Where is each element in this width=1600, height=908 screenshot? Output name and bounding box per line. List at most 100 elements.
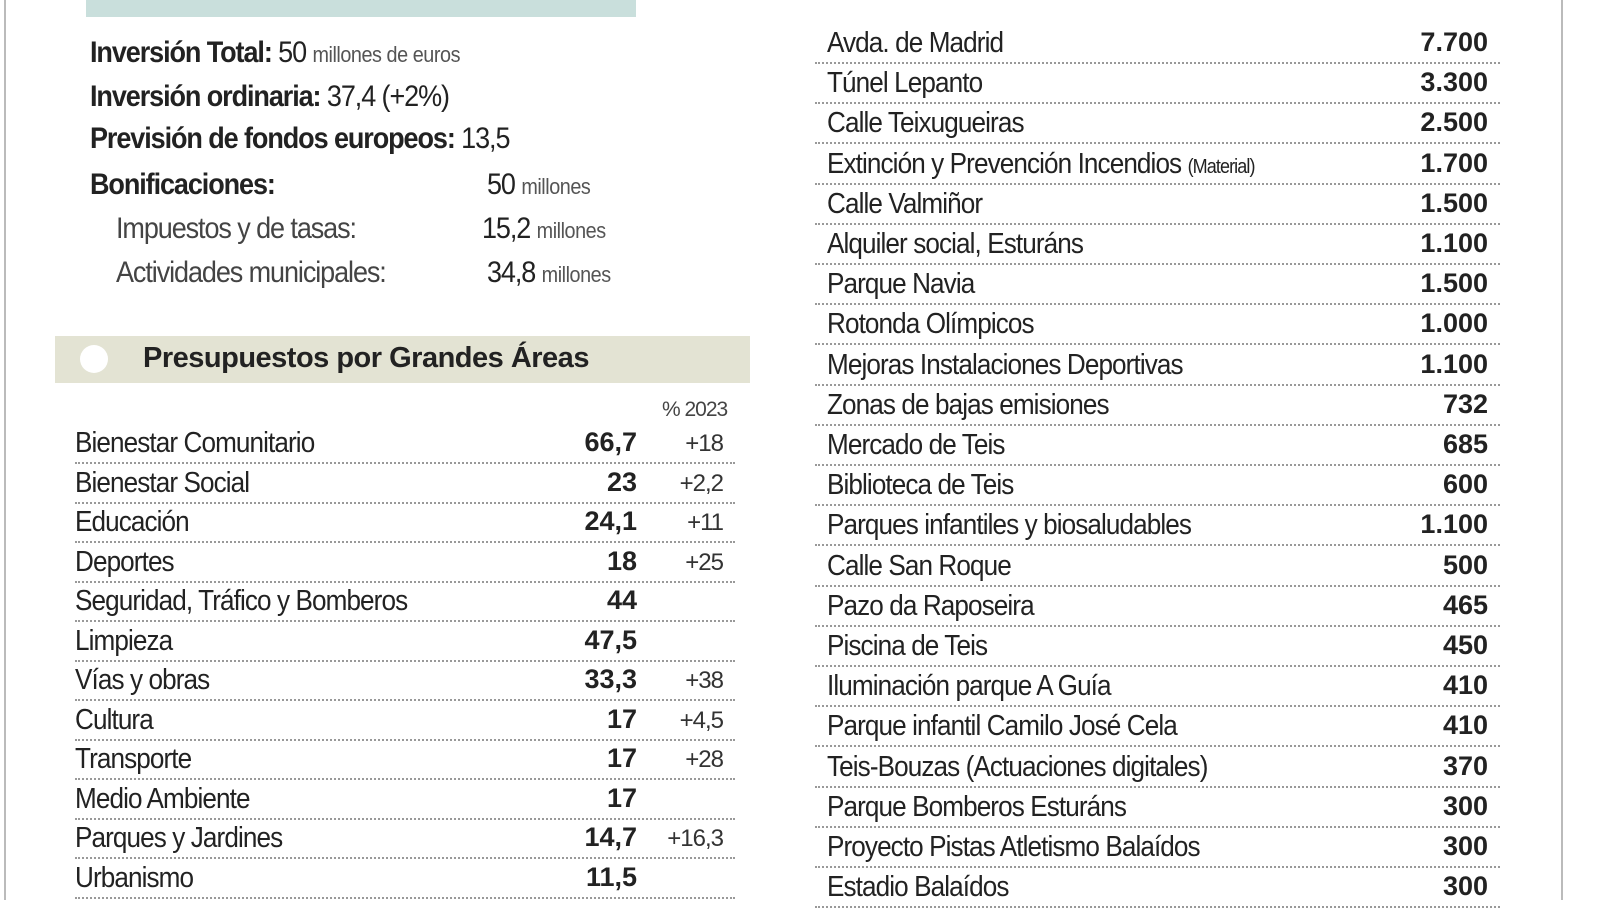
- project-row: Mercado de Teis 685: [815, 424, 1500, 466]
- project-value: 1.100: [1420, 348, 1488, 379]
- area-name: Cultura: [75, 703, 154, 736]
- pct-column-header: % 2023: [662, 398, 728, 421]
- project-value: 450: [1442, 630, 1488, 660]
- area-name: Deportes: [75, 545, 175, 578]
- project-row: Biblioteca de Teis 600: [815, 464, 1500, 507]
- frame-border-right: [1561, 0, 1563, 900]
- project-row: Extinción y Prevención Incendios (Materi…: [815, 143, 1500, 185]
- project-row: Piscina de Teis 450: [815, 625, 1500, 667]
- area-pct-change: +2,2: [679, 469, 724, 497]
- total-investment: Inversión Total: 50 millones de euros: [90, 36, 461, 69]
- area-value: 24,1: [584, 506, 637, 536]
- project-name: Biblioteca de Teis: [827, 469, 1014, 502]
- area-pct-change: +25: [685, 548, 724, 576]
- area-row: Parques y Jardines 14,7 +16,3: [75, 817, 735, 859]
- project-name: Teis-Bouzas (Actuaciones digitales): [827, 751, 1208, 784]
- project-name: Avda. de Madrid: [827, 27, 1004, 60]
- project-value: 1.100: [1420, 509, 1488, 540]
- project-name: Parque Bomberos Esturáns: [827, 791, 1127, 824]
- project-name-text: Mercado de Teis: [827, 429, 1005, 461]
- project-row: Parque Navia 1.500: [815, 263, 1500, 306]
- area-name: Medio Ambiente: [75, 782, 250, 815]
- project-name: Piscina de Teis: [827, 630, 988, 663]
- area-row: Deportes 18 +25: [75, 541, 735, 583]
- area-row: Transporte 17 +28: [75, 738, 735, 780]
- project-name: Parques infantiles y biosaludables: [827, 509, 1192, 542]
- project-value: 410: [1442, 670, 1488, 701]
- project-row: Estadio Balaídos 300: [815, 866, 1500, 908]
- project-value: 300: [1442, 831, 1488, 861]
- project-row: Proyecto Pistas Atletismo Balaídos 300: [815, 826, 1500, 868]
- project-name-text: Calle Valmiñor: [827, 187, 983, 220]
- project-value: 732: [1442, 388, 1488, 419]
- project-name: Parque infantil Camilo José Cela: [827, 710, 1178, 743]
- project-name-text: Piscina de Teis: [827, 630, 988, 662]
- project-row: Rotonda Olímpicos 1.000: [815, 303, 1500, 346]
- area-pct-change: +28: [685, 746, 724, 773]
- area-value: 17: [606, 782, 637, 813]
- project-name: Alquiler social, Esturáns: [827, 228, 1084, 261]
- project-value: 3.300: [1420, 67, 1488, 98]
- impuestos-label: Impuestos y de tasas:: [116, 212, 357, 245]
- project-row: Avda. de Madrid 7.700: [815, 22, 1500, 64]
- project-name: Calle Teixugueiras: [827, 107, 1024, 140]
- area-value: 44: [606, 585, 637, 615]
- area-name: Bienestar Comunitario: [75, 427, 315, 459]
- area-value: 33,3: [584, 664, 637, 694]
- project-name: Mejoras Instalaciones Deportivas: [827, 348, 1184, 382]
- area-row: Vías y obras 33,3 +38: [75, 659, 735, 701]
- project-name: Pazo da Raposeira: [827, 590, 1035, 623]
- area-value: 23: [606, 466, 637, 497]
- header-box: [86, 0, 636, 17]
- area-value: 47,5: [584, 624, 637, 655]
- project-name: Extinción y Prevención Incendios (Materi…: [827, 148, 1255, 181]
- project-row: Calle Valmiñor 1.500: [815, 183, 1500, 225]
- project-name-text: Túnel Lepanto: [827, 67, 983, 100]
- area-value: 18: [606, 545, 637, 576]
- project-name: Parque Navia: [827, 268, 975, 301]
- project-value: 1.500: [1420, 187, 1488, 218]
- project-row: Iluminación parque A Guía 410: [815, 665, 1500, 708]
- project-name-text: Extinción y Prevención Incendios: [827, 147, 1182, 180]
- project-row: Calle San Roque 500: [815, 545, 1500, 587]
- project-row: Zonas de bajas emisiones 732: [815, 384, 1500, 426]
- project-name-text: Rotonda Olímpicos: [827, 308, 1035, 341]
- area-row: Urbanismo 11,5: [75, 857, 735, 899]
- project-name: Proyecto Pistas Atletismo Balaídos: [827, 831, 1201, 864]
- project-name: Iluminación parque A Guía: [827, 670, 1112, 703]
- project-value: 465: [1442, 589, 1488, 620]
- project-row: Parque infantil Camilo José Cela 410: [815, 705, 1500, 748]
- area-name: Limpieza: [75, 624, 173, 657]
- project-row: Pazo da Raposeira 465: [815, 585, 1500, 627]
- area-name: Educación: [75, 506, 190, 538]
- area-pct-change: +16,3: [667, 825, 724, 852]
- bonificaciones-value: 50 millones: [487, 168, 591, 201]
- project-value: 1.700: [1420, 147, 1488, 178]
- project-value: 685: [1442, 429, 1488, 459]
- area-pct-change: +4,5: [679, 706, 724, 734]
- project-value: 600: [1442, 469, 1488, 500]
- project-row: Teis-Bouzas (Actuaciones digitales) 370: [815, 746, 1500, 788]
- area-name: Parques y Jardines: [75, 822, 283, 854]
- project-value: 1.000: [1420, 308, 1488, 339]
- project-value: 7.700: [1420, 27, 1488, 57]
- project-name-text: Zonas de bajas emisiones: [827, 388, 1110, 421]
- area-row: Seguridad, Tráfico y Bomberos 44: [75, 580, 735, 622]
- project-name: Mercado de Teis: [827, 429, 1005, 462]
- project-value: 500: [1442, 549, 1488, 580]
- actividades-value: 34,8 millones: [487, 256, 611, 289]
- project-note: (Material): [1187, 155, 1256, 178]
- project-name: Zonas de bajas emisiones: [827, 388, 1110, 422]
- project-value: 1.100: [1420, 228, 1488, 258]
- project-value: 1.500: [1420, 268, 1488, 299]
- project-name-text: Parque Navia: [827, 268, 975, 301]
- project-name-text: Mejoras Instalaciones Deportivas: [827, 348, 1184, 381]
- impuestos-value: 15,2 millones: [482, 212, 606, 245]
- project-name: Calle San Roque: [827, 549, 1012, 583]
- area-pct-change: +18: [685, 430, 724, 457]
- project-value: 300: [1442, 790, 1488, 821]
- project-value: 300: [1442, 871, 1488, 902]
- project-row: Parques infantiles y biosaludables 1.100: [815, 504, 1500, 547]
- project-value: 410: [1442, 710, 1488, 741]
- project-name-text: Calle San Roque: [827, 549, 1012, 582]
